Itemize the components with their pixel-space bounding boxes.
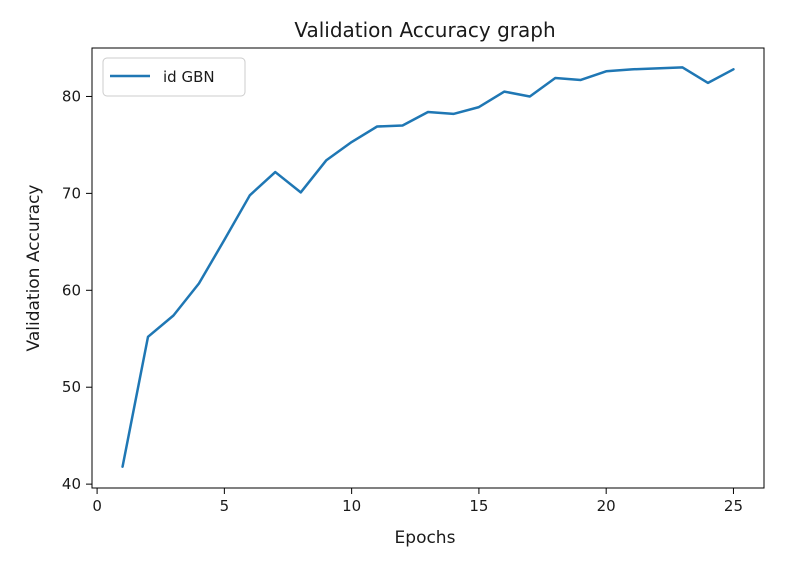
- y-tick-label: 80: [62, 87, 81, 105]
- y-tick-label: 70: [62, 184, 81, 202]
- legend-box: [102, 57, 246, 97]
- series-lines: [121, 66, 735, 468]
- x-axis-ticks: 0 5 10 15 20 25: [92, 488, 743, 515]
- y-tick-label: 60: [62, 281, 81, 299]
- chart-title: Validation Accuracy graph: [294, 18, 555, 42]
- legend: id GBN: [102, 57, 246, 97]
- x-tick-label: 15: [469, 497, 488, 515]
- y-axis-label: Validation Accuracy: [24, 185, 44, 352]
- y-tick-label: 50: [62, 378, 81, 396]
- x-tick-label: 20: [597, 497, 616, 515]
- series-line-id-gbn: [121, 66, 735, 468]
- x-tick-label: 25: [724, 497, 743, 515]
- x-tick-label: 5: [220, 497, 230, 515]
- x-axis-label: Epochs: [395, 528, 456, 548]
- x-tick-label: 10: [342, 497, 361, 515]
- legend-label: id GBN: [163, 68, 215, 86]
- plot-frame: [91, 47, 765, 489]
- x-tick-label: 0: [92, 497, 102, 515]
- y-tick-label: 40: [62, 475, 81, 493]
- y-axis-ticks: 40 50 60 70 80: [62, 87, 92, 493]
